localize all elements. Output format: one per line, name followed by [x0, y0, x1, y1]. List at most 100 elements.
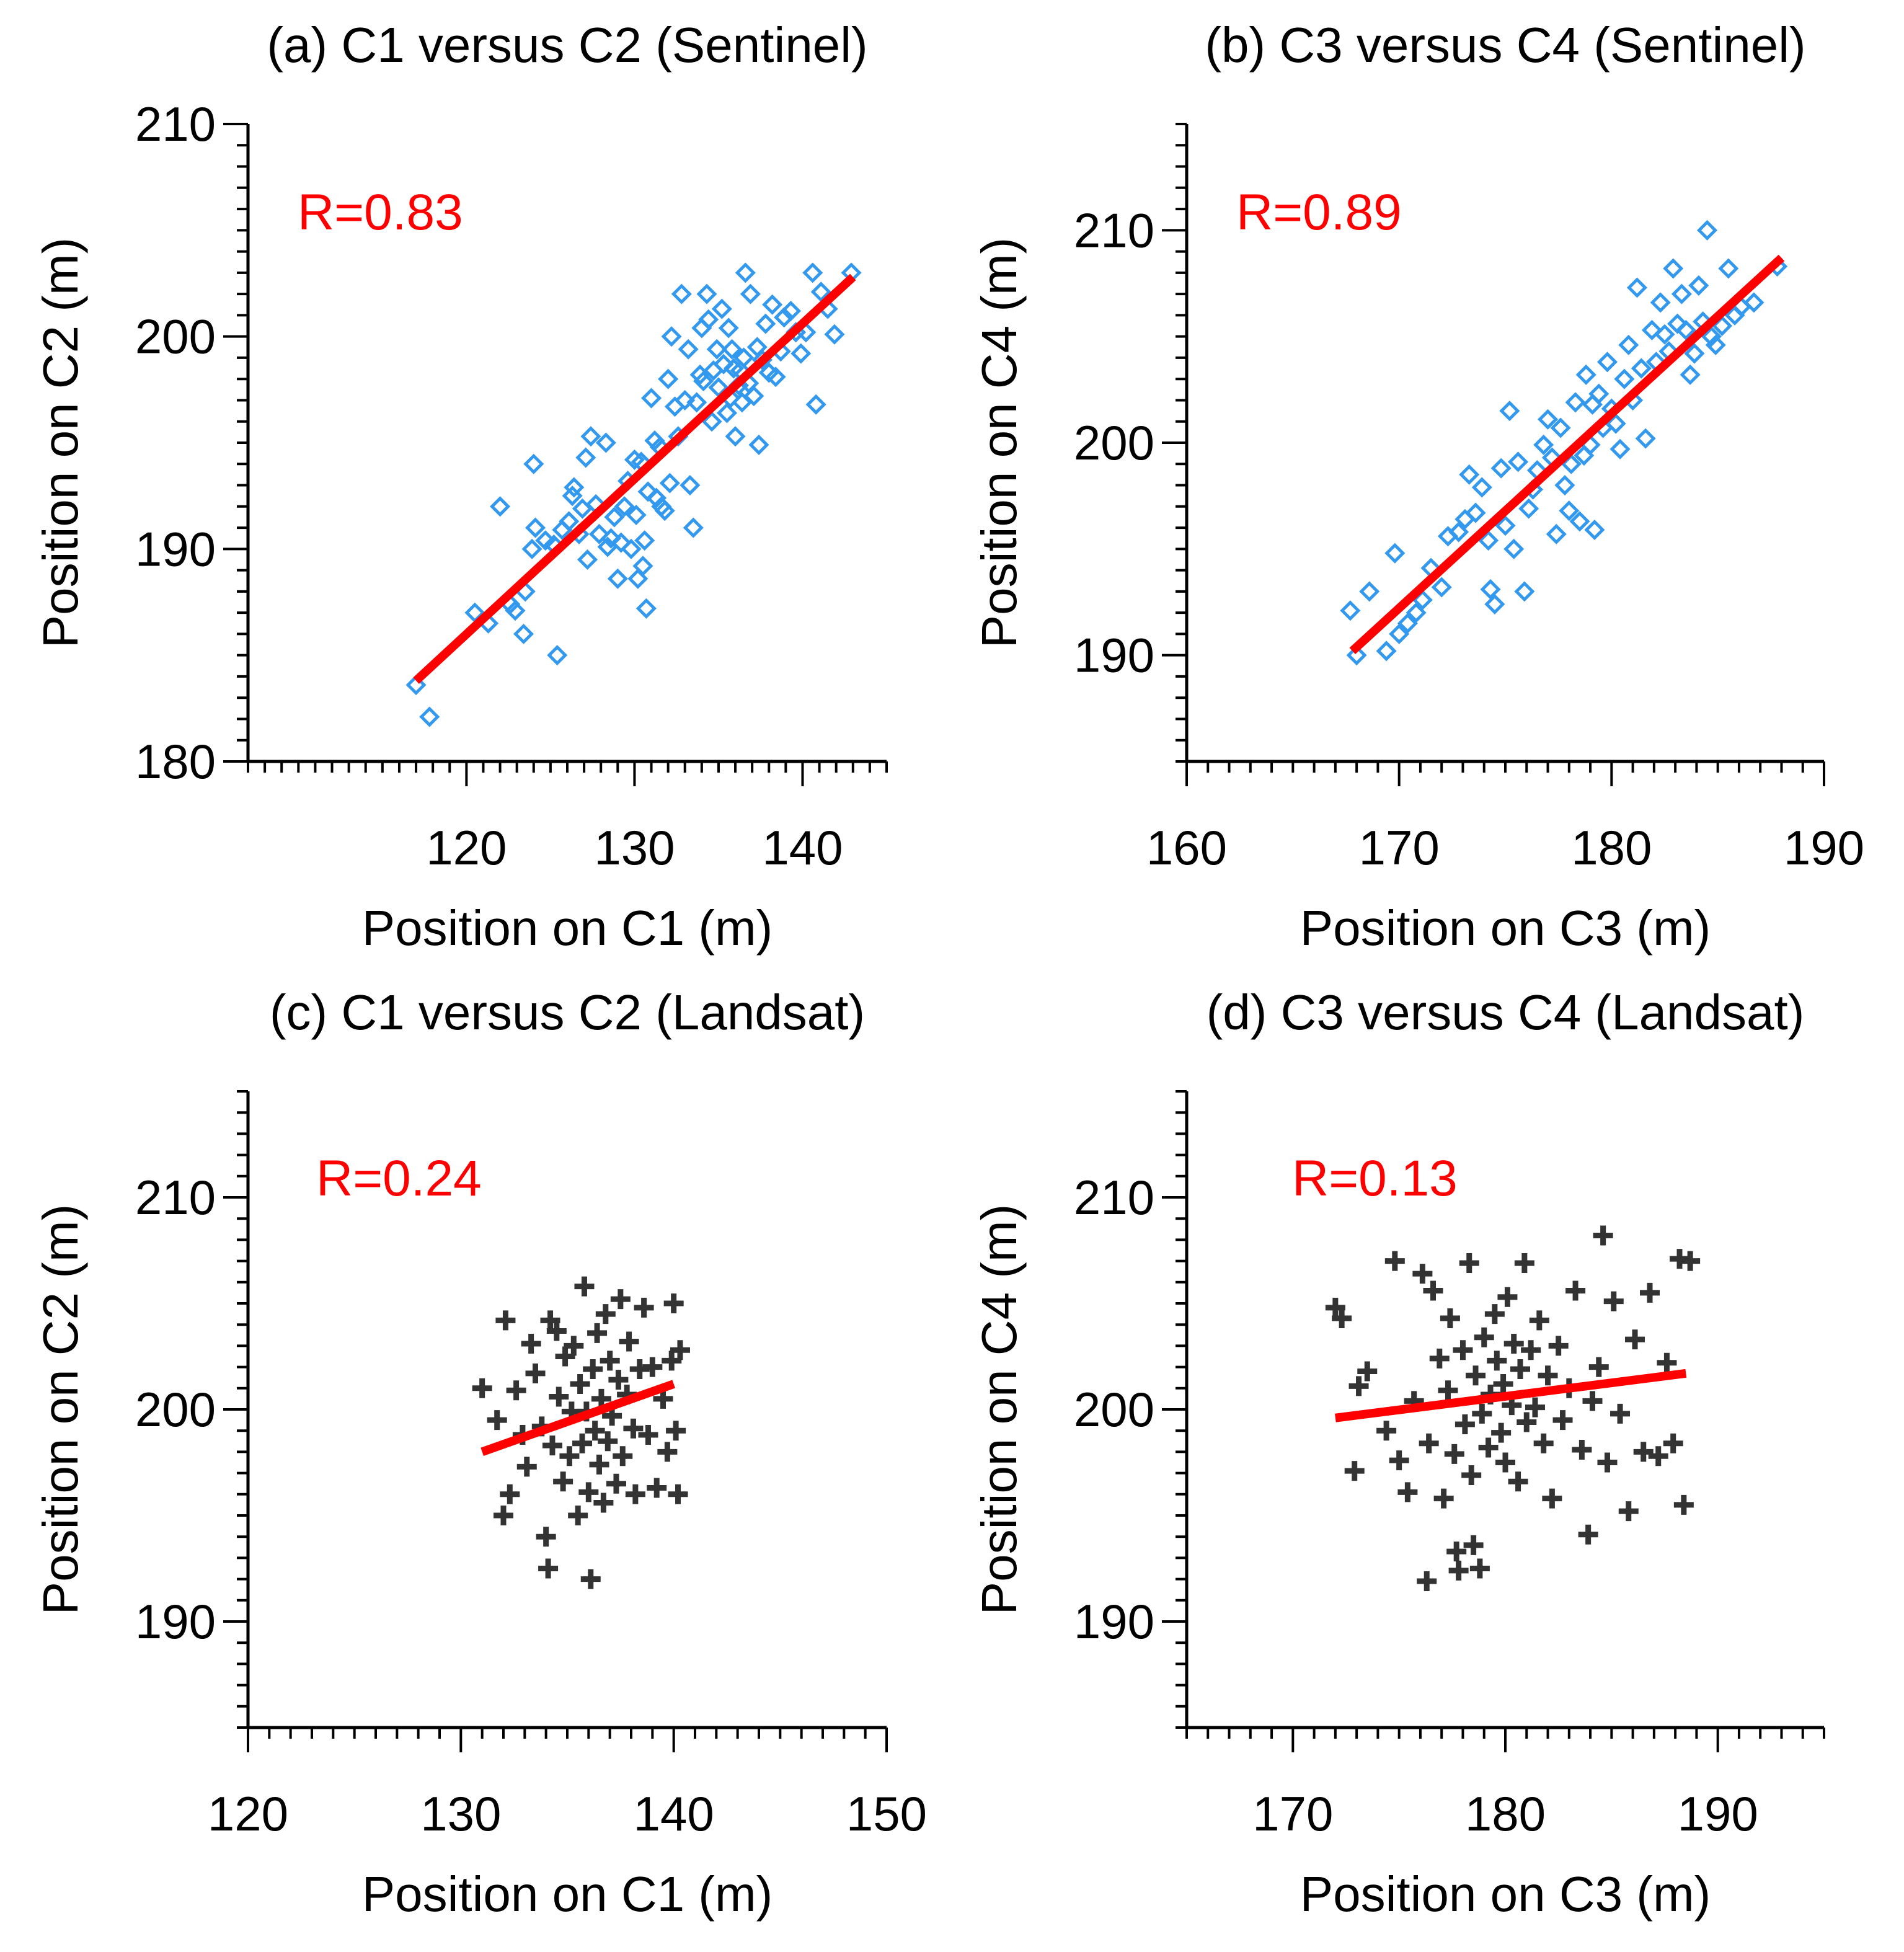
- data-point: [1548, 1336, 1569, 1356]
- data-point: [663, 1293, 684, 1313]
- data-point: [1640, 1282, 1660, 1303]
- y-tick-label: 210: [1074, 1170, 1154, 1225]
- data-point: [725, 426, 746, 447]
- data-point: [1503, 1333, 1524, 1354]
- data-point: [588, 523, 610, 544]
- data-point: [824, 324, 845, 345]
- data-point: [1625, 1329, 1645, 1350]
- data-point: [1346, 645, 1367, 666]
- data-point: [1626, 277, 1647, 298]
- data-point: [1654, 324, 1675, 345]
- data-point: [1663, 1433, 1683, 1453]
- x-tick-label: 190: [1678, 1786, 1758, 1841]
- x-tick-label: 120: [208, 1786, 288, 1841]
- data-point: [1389, 623, 1410, 644]
- data-point: [1478, 530, 1499, 551]
- data-point: [664, 396, 686, 417]
- data-point: [1631, 358, 1652, 379]
- data-point: [1572, 1439, 1592, 1460]
- data-point: [1518, 498, 1539, 519]
- data-point: [621, 538, 642, 559]
- data-point: [632, 556, 653, 577]
- chart-panel-b: (b) C3 versus C4 (Sentinel) 190 200 210 160 1…: [972, 17, 1864, 956]
- data-point: [1493, 1373, 1513, 1394]
- data-point: [606, 1473, 626, 1494]
- x-tick-label: 140: [762, 820, 843, 875]
- data-point: [1429, 1348, 1450, 1369]
- data-point: [1448, 521, 1469, 543]
- data-point: [1569, 511, 1590, 532]
- data-point: [802, 262, 823, 283]
- data-point: [1503, 538, 1525, 559]
- chart-title: (c) C1 versus C2 (Landsat): [270, 985, 865, 1040]
- data-point: [580, 1569, 601, 1589]
- data-point: [1635, 428, 1656, 449]
- data-point: [1605, 413, 1626, 434]
- data-point: [1510, 1359, 1530, 1380]
- data-point: [1340, 600, 1361, 621]
- data-point: [1417, 1571, 1437, 1592]
- x-tick-label: 130: [594, 820, 675, 875]
- data-point: [1596, 352, 1618, 373]
- data-point: [740, 283, 761, 304]
- data-point: [647, 1478, 667, 1498]
- data-point: [619, 1331, 639, 1352]
- data-point: [587, 1323, 608, 1343]
- correlation-annotation: R=0.24: [316, 1150, 482, 1207]
- data-point: [1537, 409, 1559, 430]
- data-point: [634, 1297, 654, 1318]
- data-point: [1578, 1524, 1598, 1545]
- data-point: [722, 339, 743, 360]
- x-tick-label: 170: [1252, 1786, 1333, 1841]
- data-point: [686, 392, 707, 413]
- data-point: [490, 496, 511, 517]
- data-point: [1718, 258, 1739, 279]
- data-point: [668, 1484, 688, 1504]
- data-point: [593, 1493, 614, 1513]
- data-point: [1514, 581, 1535, 602]
- data-point: [658, 368, 679, 389]
- regression-line: [1334, 1369, 1687, 1422]
- data-point: [1680, 364, 1701, 385]
- data-point: [678, 339, 699, 360]
- data-point: [1603, 1291, 1624, 1311]
- data-point: [1474, 1327, 1494, 1347]
- data-point: [1618, 334, 1639, 355]
- data-point: [683, 517, 704, 538]
- data-point: [1538, 1365, 1558, 1386]
- data-point: [1431, 577, 1452, 598]
- data-point: [553, 1471, 573, 1492]
- data-point: [1499, 401, 1520, 422]
- data-point: [680, 474, 701, 496]
- data-point: [1705, 334, 1726, 355]
- data-point: [1446, 1542, 1467, 1562]
- data-point: [1465, 502, 1486, 523]
- data-point: [1461, 1465, 1482, 1486]
- x-axis-label: Position on C1 (m): [362, 900, 773, 956]
- data-point: [1484, 1304, 1505, 1324]
- data-point: [1565, 392, 1586, 413]
- data-point: [607, 568, 628, 589]
- data-point: [1593, 1225, 1613, 1246]
- data-point: [1582, 1391, 1603, 1411]
- data-point: [1650, 292, 1671, 313]
- x-tick-label: 150: [846, 1786, 927, 1841]
- data-point: [713, 353, 734, 375]
- x-tick-label: 170: [1359, 820, 1440, 875]
- data-point: [1348, 1376, 1369, 1396]
- data-point: [1484, 593, 1505, 614]
- data-point: [671, 283, 692, 304]
- data-point: [575, 447, 596, 468]
- data-point: [1495, 1452, 1515, 1473]
- data-point: [600, 1351, 620, 1371]
- y-axis-label: Position on C4 (m): [972, 237, 1027, 648]
- data-point: [487, 1410, 507, 1431]
- data-point: [559, 1446, 580, 1466]
- data-point: [1546, 523, 1567, 544]
- data-point: [1438, 1380, 1458, 1401]
- data-point: [1459, 464, 1480, 485]
- data-point: [505, 600, 526, 621]
- data-point: [1550, 417, 1571, 438]
- y-tick-label: 210: [135, 97, 216, 151]
